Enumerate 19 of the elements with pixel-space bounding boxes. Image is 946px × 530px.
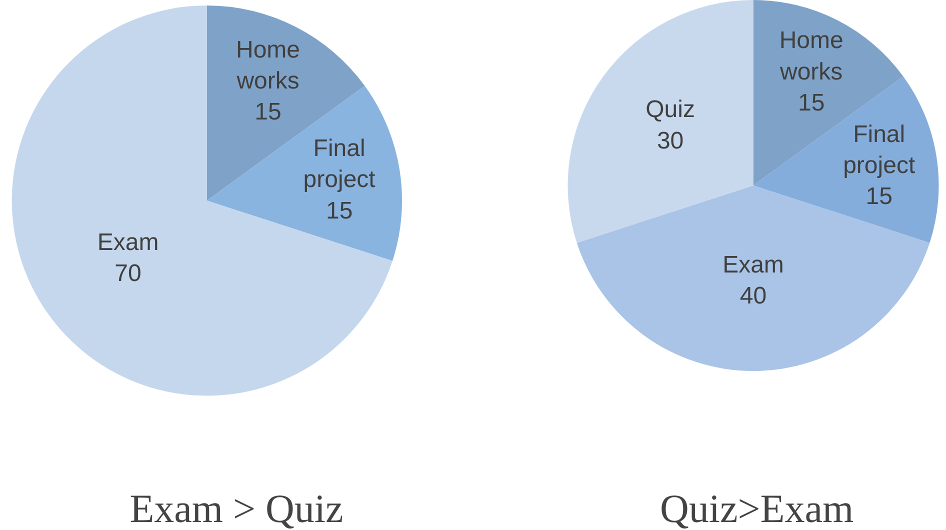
slice-label: Home works: [778, 27, 844, 86]
slice-label: Home works: [236, 36, 300, 95]
text: Exam > Quiz: [130, 486, 344, 530]
slice-label: Final project: [843, 120, 916, 180]
text: Quiz>Exam: [660, 486, 854, 530]
pie-slice: [576, 186, 930, 371]
data-label: 70: [114, 260, 142, 288]
slice-label: Final project: [303, 134, 376, 194]
pie-slice: [12, 5, 392, 396]
slice-label: Exam: [722, 251, 784, 278]
data-label: 30: [656, 127, 684, 154]
data-label: 15: [866, 183, 892, 210]
data-label: 15: [254, 98, 282, 126]
pie-slice: [568, 0, 754, 243]
data-label: 15: [326, 197, 353, 224]
data-label: 15: [798, 90, 825, 117]
slice-label: Quiz: [646, 96, 695, 124]
data-label: 40: [740, 282, 767, 310]
slice-label: Exam: [97, 228, 159, 256]
